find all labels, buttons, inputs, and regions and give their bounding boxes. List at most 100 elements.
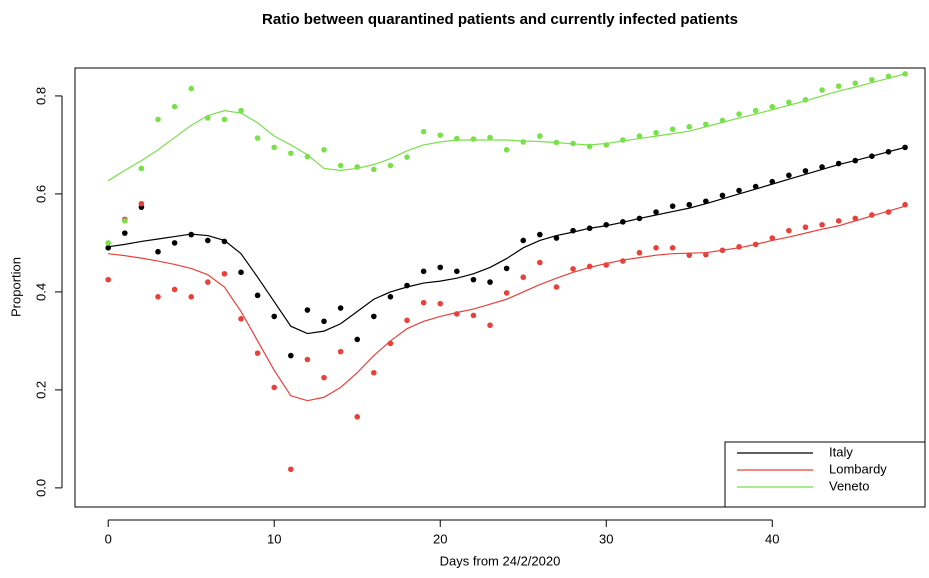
data-point [105, 276, 112, 283]
data-point [786, 99, 792, 106]
data-point [653, 209, 659, 215]
data-point [835, 218, 842, 224]
data-point [321, 374, 327, 381]
data-point [155, 116, 161, 123]
data-point [653, 129, 659, 136]
data-point [570, 227, 576, 234]
data-point [188, 294, 195, 300]
data-point [885, 73, 892, 80]
data-point [221, 238, 228, 245]
data-point [470, 276, 477, 283]
data-point [420, 128, 427, 135]
data-point [304, 307, 311, 313]
x-tick-label: 30 [599, 531, 613, 546]
data-point [470, 312, 477, 319]
data-point [122, 230, 128, 236]
x-tick-label: 20 [433, 531, 447, 546]
data-point [570, 140, 576, 147]
data-point [703, 251, 709, 258]
data-point [122, 218, 128, 224]
data-point [636, 215, 643, 222]
data-point [271, 144, 278, 151]
data-point [786, 227, 792, 234]
data-point [736, 111, 742, 117]
data-point [454, 268, 460, 275]
data-point [254, 292, 261, 299]
data-point [138, 165, 145, 172]
data-point [371, 369, 377, 376]
data-point [487, 134, 493, 141]
data-point [869, 153, 875, 159]
data-point [254, 350, 261, 356]
data-point [686, 201, 693, 208]
data-point [454, 311, 460, 317]
data-point [669, 126, 676, 133]
data-point [205, 115, 211, 121]
data-point [238, 269, 244, 276]
data-point [205, 237, 211, 244]
data-point [503, 290, 510, 296]
data-point [354, 336, 361, 343]
data-point [719, 247, 726, 254]
data-point [819, 164, 825, 170]
data-point [254, 135, 261, 141]
data-point [902, 144, 908, 151]
data-point [686, 123, 693, 130]
data-point [802, 168, 809, 174]
data-point [371, 313, 377, 320]
plot-frame [74, 67, 926, 508]
data-point [304, 356, 311, 363]
data-point [437, 132, 444, 138]
data-point [719, 192, 726, 199]
data-point [769, 103, 776, 110]
data-point [885, 148, 892, 155]
data-point [669, 245, 676, 251]
data-point [337, 348, 344, 355]
y-axis-label: Proportion [8, 257, 23, 317]
data-point [786, 172, 792, 179]
data-point [404, 154, 410, 160]
data-point [620, 219, 626, 225]
data-point [520, 139, 527, 145]
x-tick-label: 10 [267, 531, 281, 546]
data-point [553, 235, 560, 241]
data-point [371, 166, 377, 173]
data-point [205, 279, 211, 285]
data-point [802, 224, 809, 231]
data-point [321, 318, 327, 325]
legend-label: Lombardy [829, 461, 887, 476]
data-point [420, 299, 427, 306]
data-point [470, 136, 477, 142]
data-point [902, 71, 908, 77]
data-point [570, 266, 576, 272]
data-point [271, 313, 278, 320]
data-point [586, 263, 593, 270]
data-point [105, 240, 112, 246]
data-point [454, 135, 460, 142]
data-point [354, 414, 361, 420]
data-point [387, 162, 394, 169]
data-point [238, 107, 244, 114]
data-point [354, 164, 361, 170]
chart-title: Ratio between quarantined patients and c… [262, 11, 738, 28]
data-point [337, 305, 344, 311]
data-point [420, 268, 427, 275]
x-axis-label: Days from 24/2/2020 [440, 553, 561, 568]
data-point [603, 221, 610, 228]
data-point [304, 153, 311, 160]
data-point [869, 212, 875, 218]
data-point [437, 300, 444, 307]
data-point [835, 83, 842, 89]
data-point [603, 262, 610, 268]
data-point [719, 117, 726, 124]
data-point [769, 235, 776, 241]
data-point [487, 322, 493, 329]
fit-line [108, 146, 906, 335]
data-point [752, 107, 759, 114]
data-point [288, 150, 294, 157]
data-point [736, 187, 742, 194]
data-point [503, 265, 510, 272]
data-point [852, 215, 859, 222]
data-point [653, 245, 659, 251]
